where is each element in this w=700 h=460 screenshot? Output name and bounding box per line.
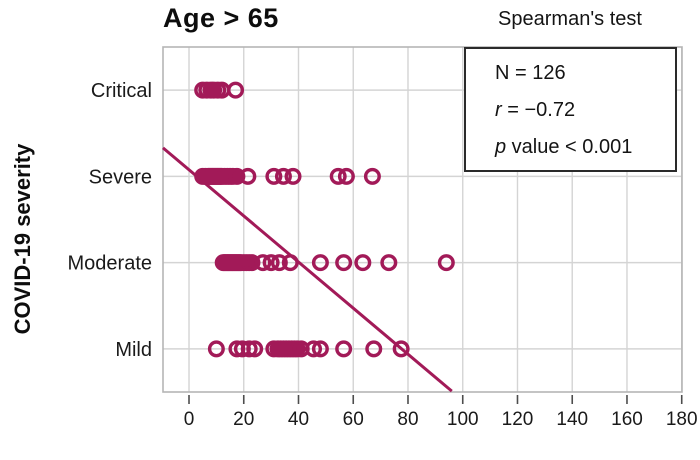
stat-n: N = 126 [495, 62, 566, 84]
data-point [363, 167, 381, 185]
data-point [246, 340, 264, 358]
data-point [311, 254, 329, 272]
data-point [239, 167, 257, 185]
stat-p: p value < 0.001 [495, 136, 633, 158]
x-tick-label: 120 [502, 409, 534, 430]
x-tick-label: 60 [343, 409, 364, 430]
x-tick-label: 140 [556, 409, 588, 430]
stats-box: N = 126 r = −0.72 p value < 0.001 [464, 47, 677, 172]
x-tick-label: 40 [288, 409, 309, 430]
data-point [437, 254, 455, 272]
data-point [365, 340, 383, 358]
chart-title: Age > 65 [163, 3, 279, 33]
data-point [335, 254, 353, 272]
data-point [392, 340, 410, 358]
data-point [243, 254, 261, 272]
data-point [228, 167, 246, 185]
data-point [227, 81, 245, 99]
x-tick-label: 180 [666, 409, 698, 430]
data-point [354, 254, 372, 272]
data-point [281, 254, 299, 272]
x-tick-label: 80 [397, 409, 418, 430]
spearman-heading: Spearman's test [498, 8, 642, 30]
x-tick-label: 160 [611, 409, 643, 430]
data-point [335, 340, 353, 358]
data-point [380, 254, 398, 272]
data-point [329, 167, 347, 185]
data-point [311, 340, 329, 358]
category-label: Severe [89, 166, 152, 188]
data-point [254, 254, 272, 272]
category-label: Mild [115, 339, 152, 361]
x-tick-label: 0 [184, 409, 195, 430]
x-tick-label: 100 [447, 409, 479, 430]
data-point [274, 167, 292, 185]
category-label: Critical [91, 80, 152, 102]
x-tick-label: 20 [233, 409, 254, 430]
stat-r: r = −0.72 [495, 99, 576, 121]
data-point [337, 167, 355, 185]
data-point [284, 167, 302, 185]
data-point [265, 167, 283, 185]
data-point [240, 340, 258, 358]
category-label: Moderate [68, 253, 153, 275]
plot-frame [162, 46, 683, 393]
trend-line [162, 146, 453, 393]
data-point [207, 340, 225, 358]
data-point [262, 254, 280, 272]
data-point [305, 340, 323, 358]
data-point [270, 254, 288, 272]
